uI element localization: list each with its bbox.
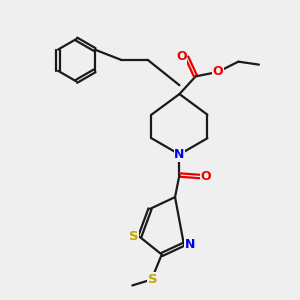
Text: S: S	[129, 230, 139, 243]
Text: O: O	[176, 50, 187, 63]
Text: N: N	[184, 238, 195, 251]
Text: S: S	[148, 273, 158, 286]
Text: N: N	[174, 148, 184, 161]
Text: O: O	[201, 170, 211, 183]
Text: O: O	[212, 65, 223, 79]
